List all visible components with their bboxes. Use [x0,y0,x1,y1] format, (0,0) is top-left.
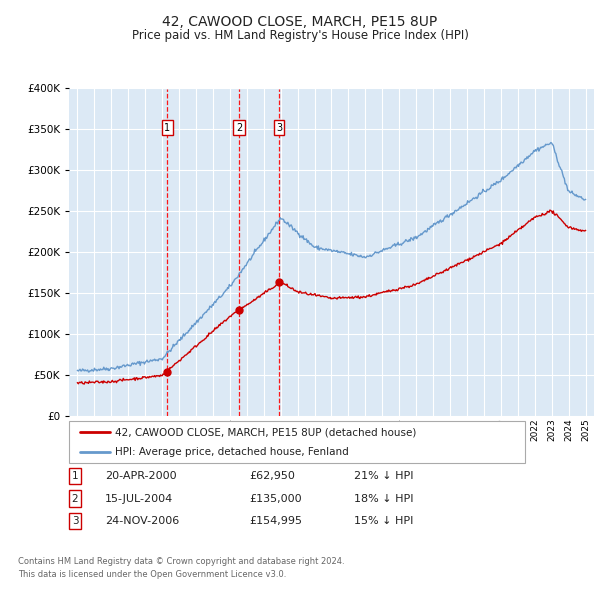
Text: £62,950: £62,950 [249,471,295,481]
Text: This data is licensed under the Open Government Licence v3.0.: This data is licensed under the Open Gov… [18,571,286,579]
Text: 21% ↓ HPI: 21% ↓ HPI [354,471,413,481]
Text: 15-JUL-2004: 15-JUL-2004 [105,494,173,503]
Text: 3: 3 [276,123,282,133]
Text: 2: 2 [71,494,79,503]
Text: £154,995: £154,995 [249,516,302,526]
Text: 15% ↓ HPI: 15% ↓ HPI [354,516,413,526]
FancyBboxPatch shape [69,421,525,463]
Text: 1: 1 [164,123,170,133]
Text: 18% ↓ HPI: 18% ↓ HPI [354,494,413,503]
Text: 24-NOV-2006: 24-NOV-2006 [105,516,179,526]
Text: 42, CAWOOD CLOSE, MARCH, PE15 8UP (detached house): 42, CAWOOD CLOSE, MARCH, PE15 8UP (detac… [115,427,416,437]
Text: 20-APR-2000: 20-APR-2000 [105,471,176,481]
Text: £135,000: £135,000 [249,494,302,503]
Text: 42, CAWOOD CLOSE, MARCH, PE15 8UP: 42, CAWOOD CLOSE, MARCH, PE15 8UP [163,15,437,29]
Text: Price paid vs. HM Land Registry's House Price Index (HPI): Price paid vs. HM Land Registry's House … [131,30,469,42]
Text: 2: 2 [236,123,242,133]
Text: HPI: Average price, detached house, Fenland: HPI: Average price, detached house, Fenl… [115,447,349,457]
Text: 1: 1 [71,471,79,481]
Text: Contains HM Land Registry data © Crown copyright and database right 2024.: Contains HM Land Registry data © Crown c… [18,558,344,566]
Text: 3: 3 [71,516,79,526]
